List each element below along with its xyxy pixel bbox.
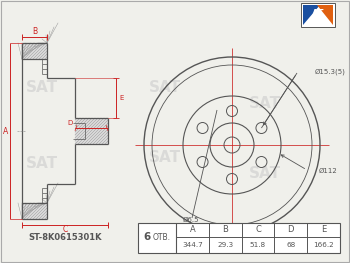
Bar [301, 3, 335, 27]
Bar [22, 43, 47, 59]
Text: ОТВ.: ОТВ. [153, 232, 171, 241]
Text: E: E [321, 225, 326, 235]
Text: A: A [190, 225, 195, 235]
Text: B: B [222, 225, 228, 235]
Text: SAT: SAT [249, 165, 281, 180]
Text: 68: 68 [286, 242, 295, 248]
Text: SAT: SAT [26, 155, 58, 170]
Bar [75, 118, 108, 144]
Text: E: E [120, 95, 124, 101]
Text: C: C [255, 225, 261, 235]
Text: 344.7: 344.7 [182, 242, 203, 248]
Bar [22, 203, 47, 219]
Text: SAT: SAT [149, 80, 181, 95]
Text: 51.8: 51.8 [250, 242, 266, 248]
Text: SAT: SAT [149, 150, 181, 165]
Polygon shape [317, 5, 333, 25]
Text: D: D [67, 120, 73, 126]
Text: A: A [4, 127, 9, 135]
Text: ST-8K0615301K: ST-8K0615301K [28, 232, 102, 241]
Text: D: D [288, 225, 294, 235]
Text: C: C [62, 225, 68, 235]
Text: 29.3: 29.3 [217, 242, 233, 248]
Text: 166.2: 166.2 [313, 242, 334, 248]
Text: Ø15.3(5): Ø15.3(5) [315, 69, 346, 75]
Polygon shape [303, 5, 320, 25]
Text: SAT: SAT [26, 80, 58, 95]
Text: 6: 6 [144, 232, 150, 242]
Bar [138, 223, 340, 253]
Text: Ø112: Ø112 [319, 168, 338, 174]
Text: Ø6.5: Ø6.5 [183, 217, 200, 223]
Text: AT: AT [312, 8, 324, 18]
Text: B: B [32, 28, 37, 37]
Text: SAT: SAT [249, 95, 281, 110]
